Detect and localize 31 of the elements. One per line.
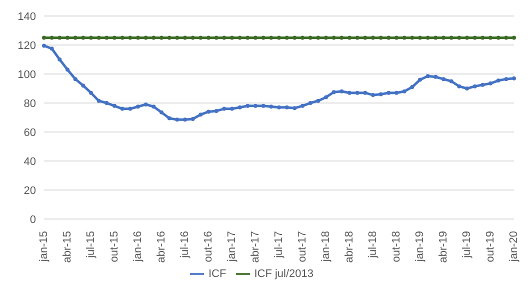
x-tick-label: out-18 [390, 231, 402, 262]
x-tick-label: abr-15 [62, 231, 74, 263]
x-tick-label: jul-17 [273, 231, 285, 259]
legend-label: ICF jul/2013 [254, 268, 314, 280]
x-tick-label: jan-18 [320, 231, 332, 263]
x-tick-label: out-19 [484, 231, 496, 262]
x-tick-label: jan-16 [132, 231, 144, 263]
x-tick-label: jul-19 [461, 231, 473, 259]
y-tick-label: 60 [24, 126, 36, 139]
x-tick-label: jul-18 [367, 231, 379, 259]
y-tick-label: 0 [30, 214, 36, 226]
x-tick-label: jan-20 [508, 231, 520, 263]
y-tick-label: 80 [24, 98, 36, 110]
x-tick-label: out-16 [202, 231, 214, 262]
x-tick-label: jan-15 [38, 231, 50, 263]
y-tick-label: 100 [18, 68, 36, 81]
x-tick-label: jan-19 [414, 231, 426, 263]
x-tick-label: jan-17 [226, 231, 238, 263]
y-tick-label: 120 [18, 40, 36, 52]
y-tick-label: 140 [18, 10, 36, 23]
x-tick-label: jul-15 [85, 231, 97, 259]
x-tick-label: out-15 [108, 231, 120, 262]
y-tick-label: 40 [24, 156, 36, 168]
x-tick-label: abr-17 [250, 231, 262, 263]
x-tick-label: abr-16 [156, 231, 168, 263]
legend-label: ICF [208, 268, 226, 280]
x-tick-label: jul-16 [179, 231, 191, 259]
x-tick-label: abr-18 [344, 231, 356, 263]
y-tick-label: 20 [24, 184, 36, 197]
x-tick-label: abr-19 [438, 231, 450, 263]
x-tick-label: out-17 [296, 231, 308, 262]
